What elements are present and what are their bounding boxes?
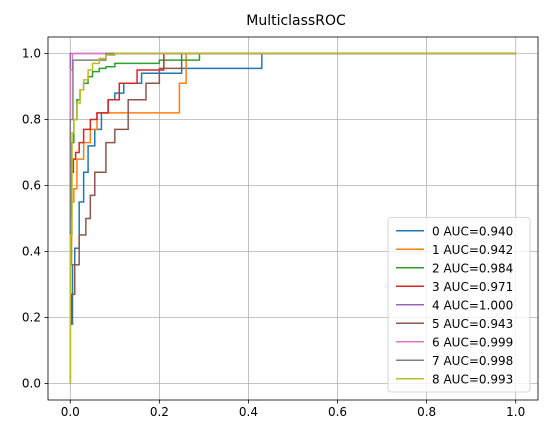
roc-curve-8 [69,52,516,384]
axes-frame [47,36,539,401]
x-tick-label: 0.2 [150,405,169,419]
legend-label-8: 8 AUC=0.993 [432,372,513,386]
y-tick-label: 0.6 [22,179,41,193]
legend-label-7: 7 AUC=0.998 [432,354,513,368]
roc-curve-3 [69,52,516,384]
y-tick-label: 0.2 [22,311,41,325]
grid [48,37,538,400]
y-tick-label: 0.8 [22,113,41,127]
x-tick-label: 0.8 [417,405,436,419]
legend-label-3: 3 AUC=0.971 [432,280,513,294]
roc-curve-7 [69,52,516,384]
roc-curve-5 [69,52,516,384]
ticks: 0.0 0.2 0.4 0.6 0.8 1.0 0.0 0.2 0.4 0.6 0.8 1.0 [22,47,525,420]
legend-label-2: 2 AUC=0.984 [432,261,513,275]
legend-label-0: 0 AUC=0.940 [432,224,513,238]
roc-curve-0 [69,52,516,384]
legend-box [387,217,531,393]
legend-label-6: 6 AUC=0.999 [432,335,513,349]
y-tick-label: 0.0 [22,377,41,391]
series-lines [69,52,516,384]
legend-label-4: 4 AUC=1.000 [432,298,513,312]
x-tick-label: 0.4 [239,405,258,419]
legend: 0 AUC=0.940 1 AUC=0.942 2 AUC=0.984 3 AUC=0… [387,217,531,393]
y-tick-label: 0.4 [22,245,41,259]
legend-label-5: 5 AUC=0.943 [432,317,513,331]
legend-label-1: 1 AUC=0.942 [432,243,513,257]
y-tick-label: 1.0 [22,47,41,61]
x-tick-label: 0.6 [328,405,347,419]
chart-title: MulticlassROC [246,13,346,29]
x-tick-label: 0.0 [61,405,80,419]
x-tick-label: 1.0 [506,405,525,419]
